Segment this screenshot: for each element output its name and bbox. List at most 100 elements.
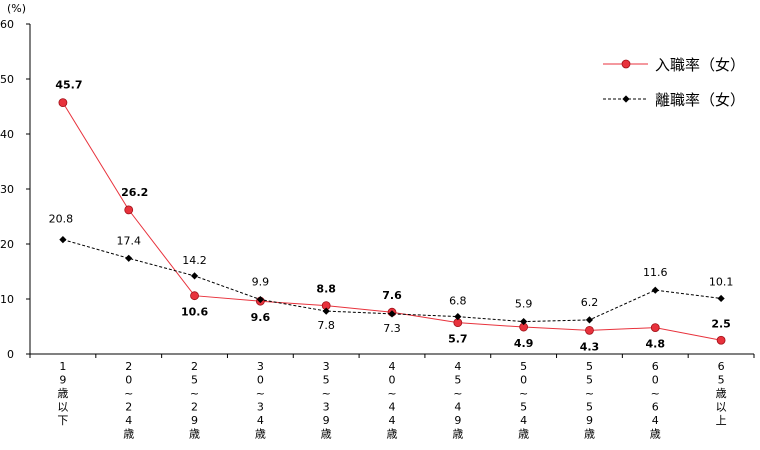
- legend-marker: [621, 59, 631, 69]
- x-category-label: 45~49歳: [452, 360, 463, 441]
- data-point: [124, 205, 134, 215]
- x-category-char: 歳: [123, 428, 134, 441]
- data-label: 9.6: [251, 311, 271, 324]
- data-label: 8.8: [316, 283, 336, 296]
- data-label: 17.4: [116, 234, 141, 247]
- x-category-char: 5: [520, 360, 527, 373]
- legend-item-entry-rate: 入職率（女）: [603, 56, 745, 74]
- series-line: [62, 102, 722, 341]
- x-category-char: 9: [191, 414, 198, 427]
- x-category-char: 4: [520, 414, 527, 427]
- y-tick-label: 10: [0, 293, 14, 306]
- x-category-char: 5: [586, 401, 593, 414]
- x-category-char: ~: [387, 387, 396, 400]
- data-point: [125, 254, 133, 262]
- data-label: 9.9: [252, 276, 270, 289]
- data-label: 4.8: [646, 338, 666, 351]
- data-label: 4.3: [580, 340, 600, 353]
- x-category-char: 上: [716, 414, 727, 427]
- x-category-char: 4: [389, 414, 396, 427]
- data-label: 20.8: [49, 213, 74, 226]
- data-label: 5.9: [515, 298, 533, 311]
- x-category-label: 25~29歳: [189, 360, 200, 441]
- x-category-char: 5: [586, 360, 593, 373]
- x-category-char: 歳: [387, 428, 398, 441]
- x-category-label: 35~39歳: [321, 360, 332, 441]
- x-category-char: 3: [323, 401, 330, 414]
- x-category-char: 3: [323, 360, 330, 373]
- x-category-char: 歳: [452, 428, 463, 441]
- x-category-char: 0: [652, 374, 659, 387]
- data-label: 4.9: [514, 337, 534, 350]
- y-tick-label: 40: [0, 128, 14, 141]
- y-unit-label: (%): [7, 2, 26, 15]
- data-point: [59, 236, 67, 244]
- legend-marker: [622, 95, 630, 103]
- data-point: [651, 286, 659, 294]
- legend-item-separation-rate: 離職率（女）: [603, 91, 745, 109]
- x-category-char: 歳: [716, 387, 727, 400]
- series-entry-rate: [58, 98, 726, 345]
- legend-label: 離職率（女）: [655, 91, 745, 109]
- data-point: [388, 310, 396, 318]
- series-separation-rate: [59, 236, 725, 326]
- data-point: [717, 294, 725, 303]
- x-category-char: 4: [454, 360, 461, 373]
- data-labels: 45.7 26.2 10.6 9.6 8.8 7.6 5.7 4.9 4.3 4.8 2.5 20.8…: [49, 79, 734, 354]
- x-category-label: 55~59歳: [584, 360, 595, 441]
- data-point: [190, 272, 199, 280]
- data-label: 11.6: [643, 266, 668, 279]
- x-category-char: 9: [454, 414, 461, 427]
- x-category-char: 4: [257, 414, 264, 427]
- x-category-char: ~: [453, 387, 462, 400]
- x-category-char: 以: [716, 401, 727, 414]
- x-category-char: 9: [586, 414, 593, 427]
- data-label: 6.8: [449, 295, 467, 308]
- data-label: 10.1: [709, 275, 734, 288]
- data-point: [716, 335, 726, 345]
- x-category-char: 6: [652, 401, 659, 414]
- x-category-char: 5: [586, 374, 593, 387]
- data-point: [58, 98, 68, 108]
- axes: 0102030405060(%)19歳以下20~24歳25~29歳30~34歳3…: [0, 2, 755, 441]
- x-category-label: 60~64歳: [650, 360, 661, 441]
- data-label: 5.7: [448, 333, 468, 346]
- x-category-char: 4: [389, 360, 396, 373]
- y-tick-label: 20: [0, 238, 14, 251]
- y-tick-label: 50: [0, 73, 14, 86]
- x-category-label: 30~34歳: [255, 360, 266, 441]
- x-category-char: 6: [652, 360, 659, 373]
- x-category-char: 0: [257, 374, 264, 387]
- x-category-char: 2: [125, 360, 132, 373]
- x-category-char: 0: [389, 374, 396, 387]
- x-category-char: 3: [257, 401, 264, 414]
- data-label: 7.8: [317, 319, 335, 332]
- legend-label: 入職率（女）: [655, 56, 745, 74]
- x-category-char: 歳: [584, 428, 595, 441]
- data-label: 10.6: [181, 306, 208, 319]
- x-category-char: ~: [190, 387, 199, 400]
- y-tick-label: 0: [7, 348, 14, 361]
- x-category-char: 5: [520, 401, 527, 414]
- x-category-label: 40~44歳: [387, 360, 398, 441]
- x-category-char: 歳: [650, 428, 661, 441]
- x-category-char: ~: [322, 387, 331, 400]
- data-point: [322, 307, 330, 315]
- x-category-char: 2: [125, 401, 132, 414]
- data-label: 2.5: [711, 317, 731, 330]
- x-category-char: ~: [519, 387, 528, 400]
- x-category-char: 2: [191, 360, 198, 373]
- series-layer: [58, 98, 726, 345]
- data-point: [650, 323, 660, 333]
- x-category-label: 50~54歳: [518, 360, 529, 441]
- data-point: [190, 291, 199, 301]
- data-label: 26.2: [121, 186, 148, 199]
- x-category-char: 2: [191, 401, 198, 414]
- x-category-char: 0: [125, 374, 132, 387]
- x-category-char: 5: [191, 374, 198, 387]
- legend: 入職率（女） 離職率（女）: [603, 56, 745, 109]
- x-category-char: 歳: [255, 428, 266, 441]
